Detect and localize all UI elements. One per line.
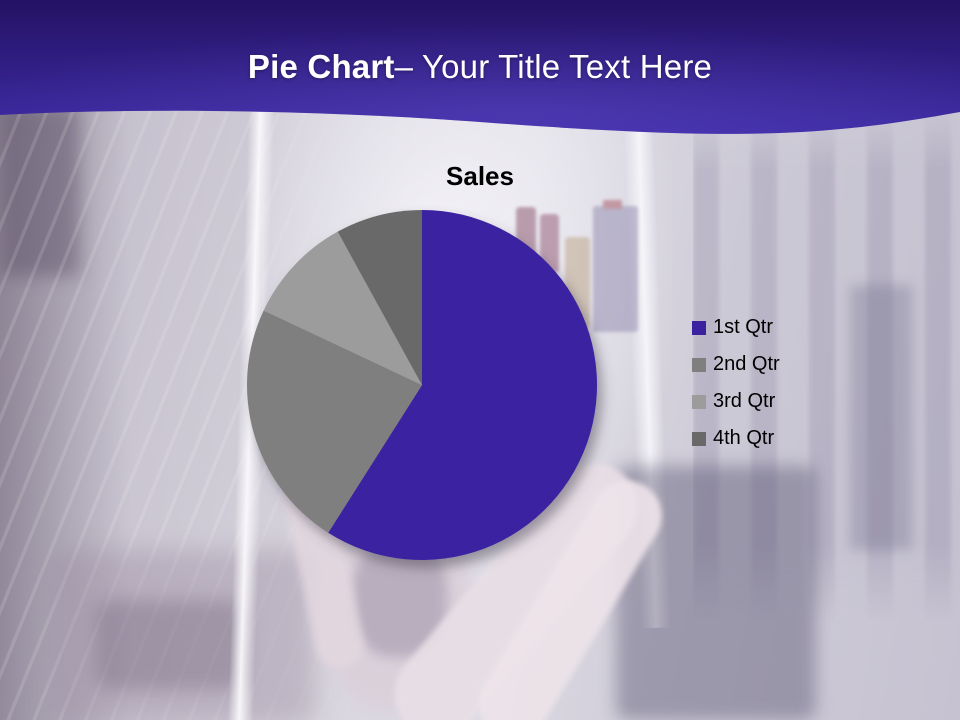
pie-chart (247, 210, 597, 560)
header-wave-band (0, 0, 960, 134)
bg-curtains (693, 108, 960, 623)
legend-item: 3rd Qtr (692, 383, 780, 420)
bg-left-shadow (0, 104, 130, 720)
pie-slice-2nd-qtr (247, 310, 422, 533)
bg-left-dark-wedge (0, 106, 80, 276)
bg-curtain-pole (850, 285, 912, 550)
legend-swatch (692, 357, 706, 372)
pie-slice-4th-qtr (337, 210, 422, 385)
legend-item: 2nd Qtr (692, 346, 780, 383)
legend-item: 4th Qtr (692, 420, 780, 457)
legend-swatch (692, 320, 706, 335)
pie-slice-3rd-qtr (263, 231, 422, 385)
legend-label: 2nd Qtr (713, 353, 780, 375)
bg-bottles-group (513, 200, 648, 337)
slide-title: Pie Chart– Your Title Text Here (0, 48, 960, 86)
bg-counter-dark-spot (95, 600, 245, 690)
slide-title-bold: Pie Chart (247, 48, 395, 85)
legend-swatch (692, 431, 706, 446)
legend-item: 1st Qtr (692, 309, 780, 346)
legend-label: 3rd Qtr (713, 390, 776, 412)
slide-title-regular: – Your Title Text Here (394, 48, 713, 85)
bg-carton (593, 206, 638, 332)
legend-swatch (692, 394, 706, 409)
legend-label: 4th Qtr (713, 427, 775, 449)
pie-slices-group (247, 210, 597, 560)
bg-bottle-red-2 (540, 214, 559, 272)
chart-legend: 1st Qtr 2nd Qtr 3rd Qtr 4th Qtr (692, 309, 780, 457)
pie-slice-1st-qtr (328, 210, 597, 560)
bg-carton-cap (603, 200, 622, 209)
legend-label: 1st Qtr (713, 316, 774, 338)
chart-title: Sales (446, 161, 514, 191)
